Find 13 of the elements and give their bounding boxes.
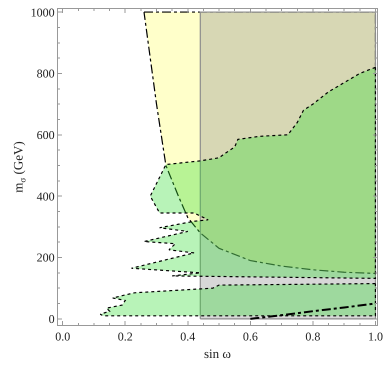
y-tick-label: 800 <box>36 66 55 81</box>
y-tick-label: 200 <box>36 250 55 265</box>
x-tick-label: 0.4 <box>180 329 196 344</box>
x-tick-label: 0.6 <box>242 329 258 344</box>
x-tick-label: 0.0 <box>55 329 70 344</box>
y-tick-label: 0 <box>48 312 55 326</box>
y-tick-label: 1000 <box>30 5 55 20</box>
x-axis-title: sin ω <box>204 346 232 361</box>
y-tick-label: 400 <box>36 189 55 204</box>
x-tick-label: 1.0 <box>368 329 383 344</box>
y-tick-label: 600 <box>36 128 55 142</box>
x-tick-label: 0.8 <box>305 329 320 344</box>
x-tick-label: 0.2 <box>118 329 133 344</box>
